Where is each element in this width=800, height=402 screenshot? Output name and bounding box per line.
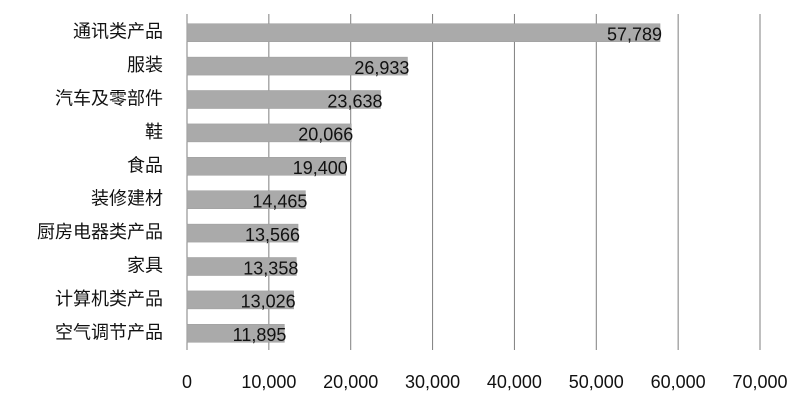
data-label: 26,933 <box>354 58 409 78</box>
data-label: 19,400 <box>293 158 348 178</box>
data-label: 14,465 <box>252 191 307 211</box>
y-tick-label: 装修建材 <box>91 189 163 210</box>
data-label: 11,895 <box>233 325 287 345</box>
data-label: 13,358 <box>243 258 298 278</box>
data-label: 13,566 <box>245 225 300 245</box>
bar <box>186 23 661 42</box>
bar <box>186 190 306 209</box>
y-tick-label: 食品 <box>127 155 163 176</box>
y-tick-label: 通讯类产品 <box>73 22 163 43</box>
x-tick-label: 70,000 <box>732 372 787 392</box>
bar <box>186 90 381 109</box>
bar <box>186 257 297 276</box>
data-label: 20,066 <box>298 125 353 145</box>
x-tick-label: 50,000 <box>569 372 624 392</box>
y-tick-label: 厨房电器类产品 <box>37 222 163 243</box>
x-tick-label: 0 <box>182 372 192 392</box>
x-tick-label: 10,000 <box>241 372 296 392</box>
y-tick-label: 鞋 <box>145 122 163 143</box>
bar <box>186 290 294 310</box>
data-label: 13,026 <box>241 292 296 312</box>
x-tick-label: 20,000 <box>323 372 378 392</box>
x-tick-label: 40,000 <box>487 372 542 392</box>
data-label: 57,789 <box>607 24 662 44</box>
bar <box>186 324 285 343</box>
y-tick-label: 家具 <box>127 256 163 277</box>
y-tick-label: 空气调节产品 <box>55 322 163 343</box>
y-tick-label: 服装 <box>127 55 163 76</box>
x-tick-label: 30,000 <box>405 372 460 392</box>
bar <box>186 223 299 243</box>
bar <box>186 157 347 176</box>
x-tick-label: 60,000 <box>651 372 706 392</box>
y-tick-label: 汽车及零部件 <box>55 89 163 110</box>
bar <box>186 56 408 76</box>
data-label: 23,638 <box>327 91 382 111</box>
bar <box>186 123 352 143</box>
y-tick-label: 计算机类产品 <box>55 289 163 310</box>
